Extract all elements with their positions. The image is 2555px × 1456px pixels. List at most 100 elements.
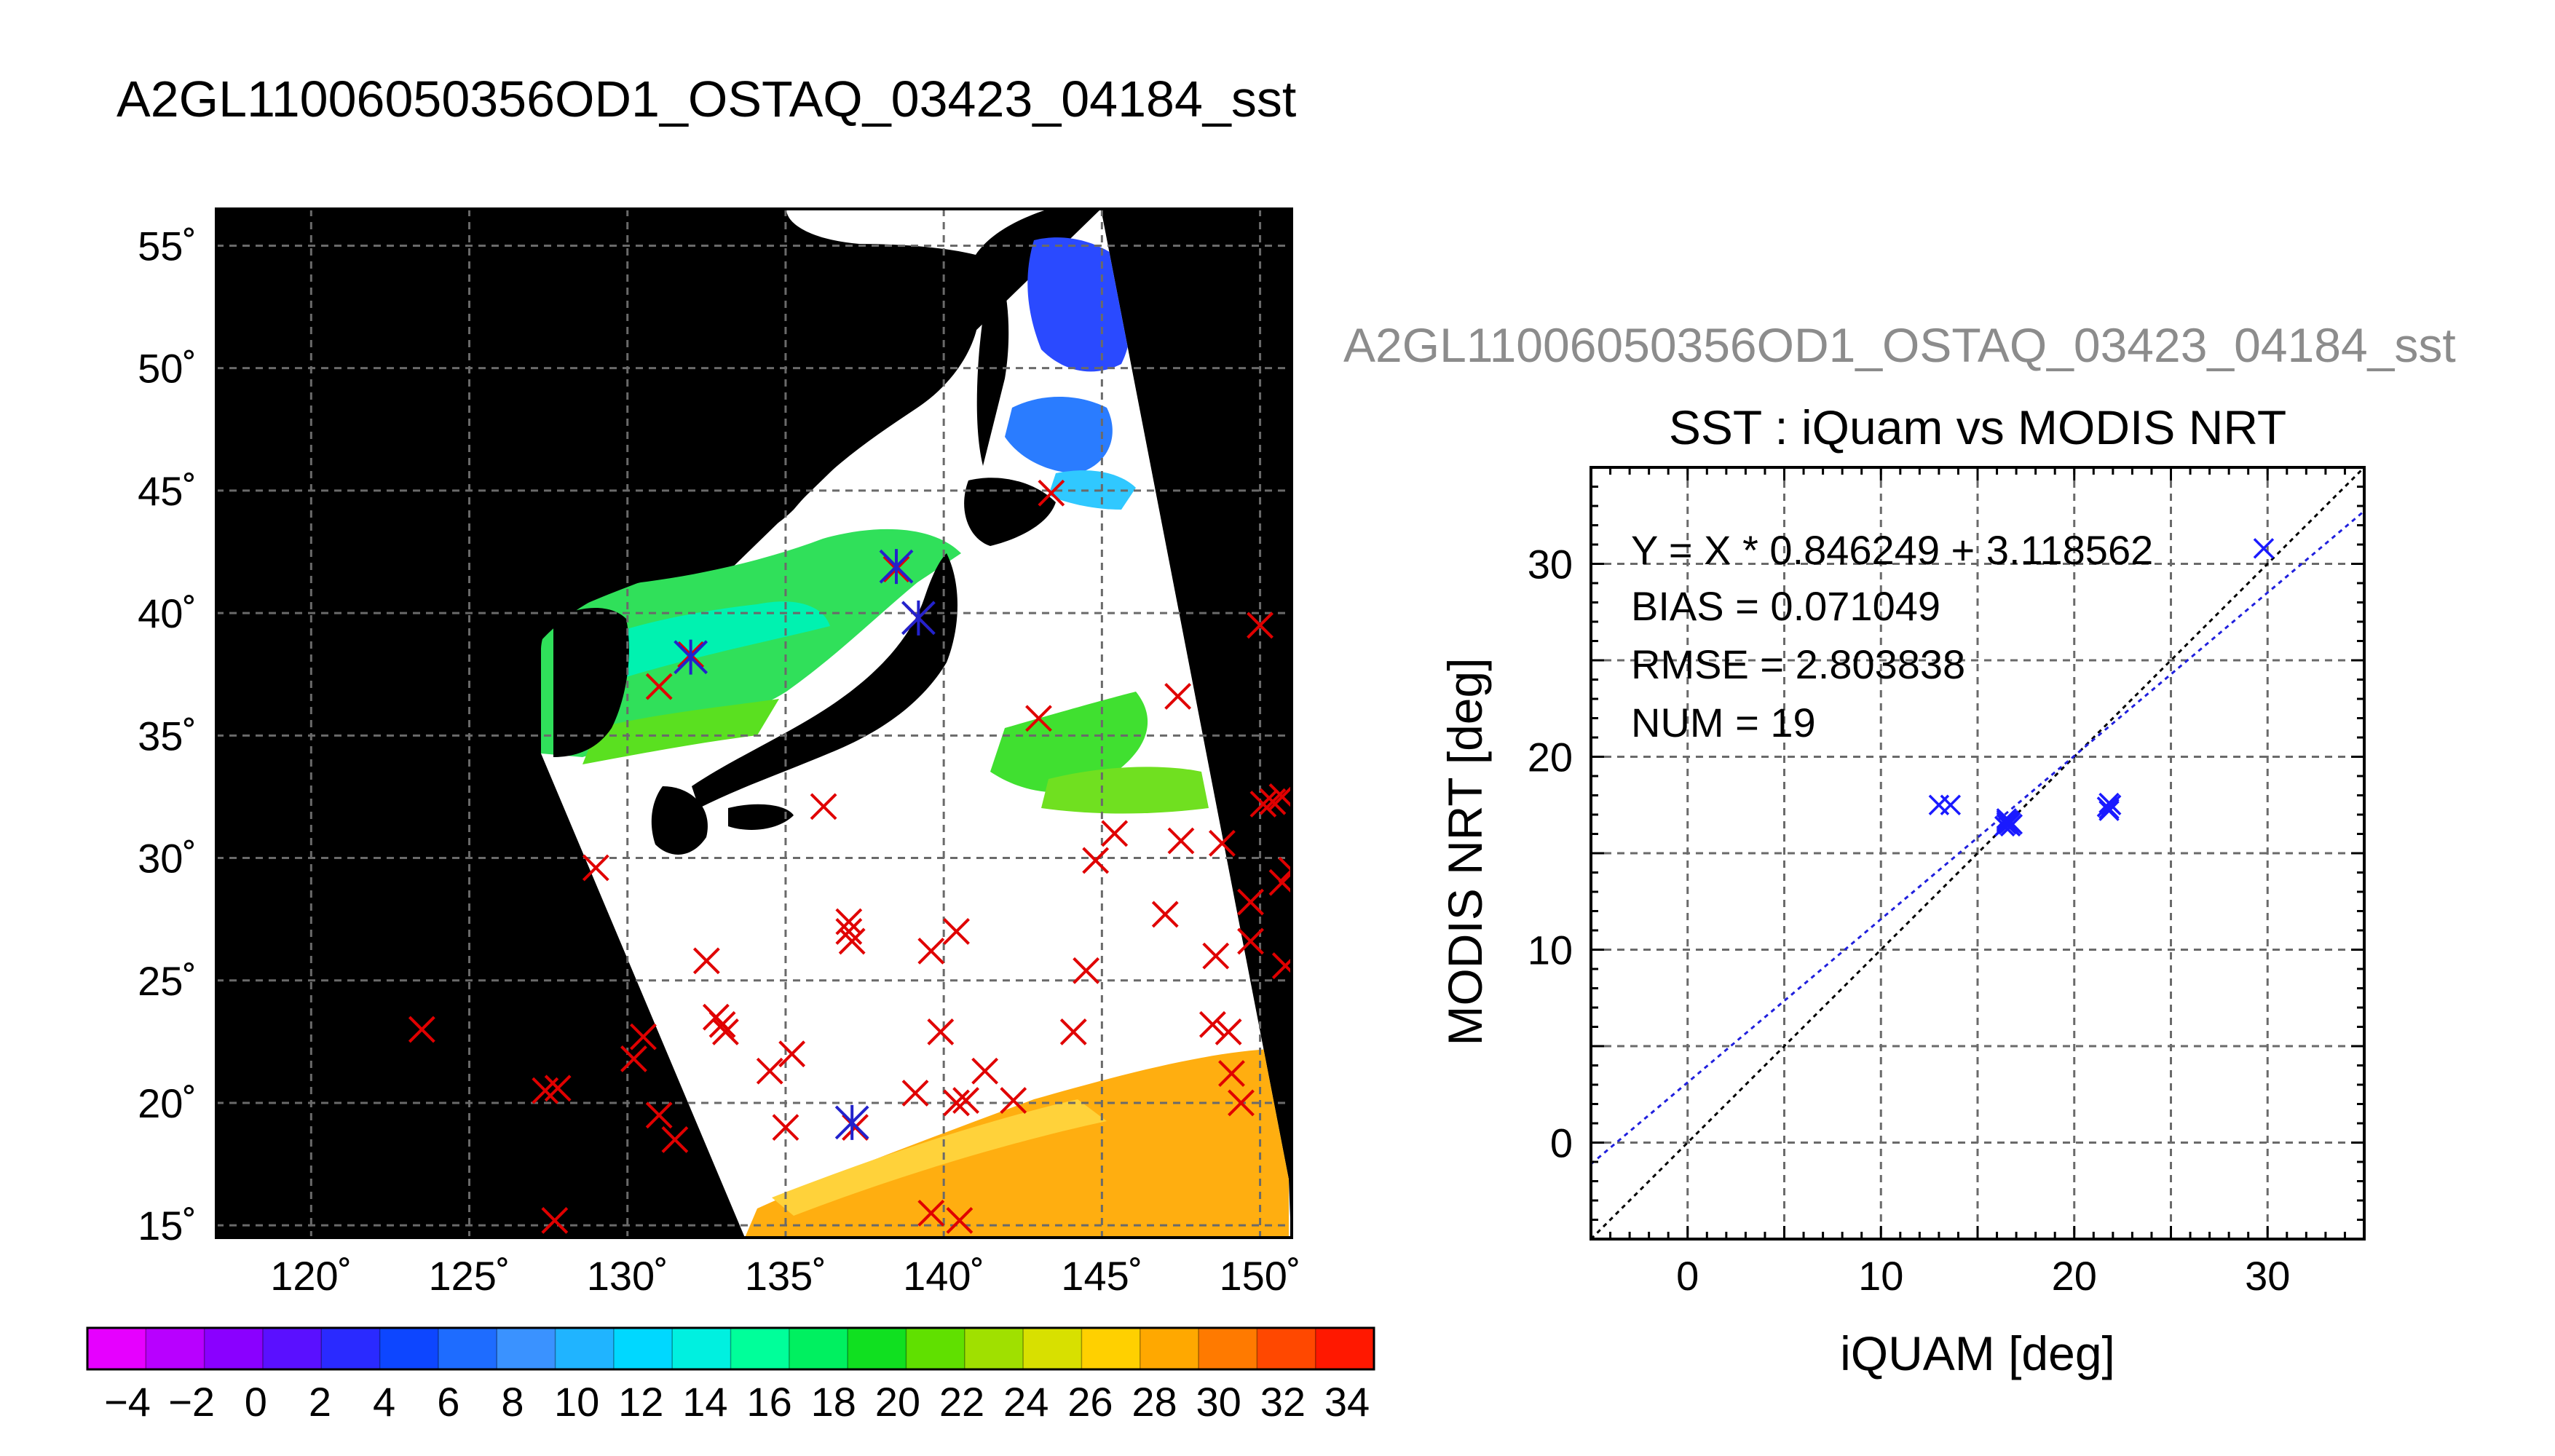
map-longitude-label: 145˚ — [1061, 1253, 1142, 1299]
colorbar-label: 26 — [1067, 1379, 1113, 1425]
sst-map: 15˚ 20˚ 25˚ 30˚ 35˚ 40˚ 45˚ 50˚ 55˚ 120˚ 125˚ 130˚… — [138, 207, 1301, 1299]
colorbar-cells — [87, 1328, 1375, 1369]
map-longitude-label: 130˚ — [587, 1253, 668, 1299]
map-match-marker — [1259, 788, 1287, 815]
map-match-marker — [661, 1126, 689, 1153]
map-latitude-labels: 15˚ 20˚ 25˚ 30˚ 35˚ 40˚ 45˚ 50˚ 55˚ — [138, 223, 197, 1249]
scatter-y-tick-label: 30 — [1528, 542, 1573, 587]
scatter-x-axis-label: iQUAM [deg] — [1840, 1326, 2115, 1380]
map-frame — [215, 207, 1293, 1239]
map-match-marker — [1218, 1060, 1245, 1088]
scatter-x-tick-label: 30 — [2245, 1253, 2290, 1299]
colorbar-cell — [964, 1328, 1024, 1369]
colorbar-label: 0 — [245, 1379, 267, 1425]
colorbar-cell — [1081, 1328, 1141, 1369]
colorbar-cell — [730, 1328, 790, 1369]
warm-sst-band — [745, 1048, 1289, 1238]
map-latitude-label: 20˚ — [138, 1080, 197, 1126]
scatter-point — [1996, 812, 2018, 833]
scatter-y-tick-label: 20 — [1528, 735, 1573, 780]
map-match-marker — [711, 1018, 739, 1045]
colorbar-cell — [87, 1328, 146, 1369]
colorbar-label: 16 — [746, 1379, 791, 1425]
colorbar-cell — [613, 1328, 673, 1369]
map-match-marker — [917, 1199, 945, 1227]
scatter-y-tick-labels: 0 10 20 30 — [1528, 542, 1573, 1166]
map-match-marker — [943, 1089, 970, 1117]
scatter-point — [2098, 800, 2120, 821]
colorbar-frame — [86, 1326, 1375, 1371]
sakhalin — [976, 262, 1009, 466]
scatter-y-tick-label: 10 — [1528, 927, 1573, 973]
map-latitude-label: 30˚ — [138, 836, 197, 882]
map-match-marker — [541, 1207, 569, 1234]
scatter-y-axis-label: MODIS NRT [deg] — [1438, 657, 1492, 1045]
annotation-num: NUM = 19 — [1631, 700, 1816, 745]
map-match-marker — [772, 1114, 799, 1142]
warm-sst-band-highlight — [772, 1099, 1107, 1216]
map-match-marker — [1215, 1018, 1242, 1045]
map-latitude-label: 40˚ — [138, 590, 197, 636]
colorbar-cell — [1140, 1328, 1199, 1369]
colorbar-cell — [906, 1328, 965, 1369]
scatter-title: SST : iQuam vs MODIS NRT — [1669, 400, 2286, 454]
okhotsk-cloud — [786, 209, 1049, 255]
map-match-marker — [645, 1101, 673, 1129]
scatter-y-tick-label: 0 — [1550, 1120, 1573, 1166]
scatter-x-tick-label: 10 — [1858, 1253, 1903, 1299]
colorbar-labels: −4 −2 0 2 4 6 8 10 12 14 16 18 20 22 24 26 28 30 32 34 — [104, 1379, 1370, 1425]
map-match-marker — [1237, 888, 1264, 916]
map-match-marker — [1237, 927, 1264, 955]
map-match-marker — [408, 1016, 435, 1043]
annotation-regression: Y = X * 0.846249 + 3.118562 — [1631, 527, 2153, 573]
map-match-marker — [1164, 683, 1192, 710]
map-match-marker — [835, 918, 863, 945]
map-match-marker — [1167, 827, 1195, 855]
map-longitude-label: 150˚ — [1220, 1253, 1301, 1299]
map-match-marker — [971, 1057, 999, 1085]
colorbar-label: 4 — [373, 1379, 395, 1425]
map-latitude-label: 50˚ — [138, 346, 197, 392]
colorbar-cell — [438, 1328, 497, 1369]
scatter-minor-ticks — [1590, 466, 2366, 1241]
colorbar-label: 32 — [1260, 1379, 1306, 1425]
map-match-marker — [620, 1045, 647, 1072]
colorbar-label: 2 — [309, 1379, 331, 1425]
map-match-marker — [1247, 612, 1273, 639]
colorbar: −4 −2 0 2 4 6 8 10 12 14 16 18 20 22 24 26 28 30 32 34 — [86, 1326, 1375, 1425]
map-latitude-label: 55˚ — [138, 223, 197, 269]
map-match-marker — [1059, 1018, 1087, 1045]
map-latitude-label: 45˚ — [138, 468, 197, 514]
map-match-marker — [917, 937, 945, 965]
map-match-marker — [1073, 957, 1100, 984]
map-match-marker — [692, 947, 720, 975]
map-match-marker — [1228, 1089, 1255, 1117]
pacific-sst-patch-1 — [990, 692, 1148, 793]
map-match-marker — [943, 918, 970, 945]
colorbar-label: 20 — [875, 1379, 920, 1425]
pacific-sst-patch-2 — [1041, 767, 1209, 814]
sea-of-japan-warm-patch — [583, 699, 779, 764]
map-match-marker — [778, 1040, 806, 1068]
colorbar-cell — [1023, 1328, 1082, 1369]
colorbar-label: 10 — [554, 1379, 599, 1425]
scatter-point — [2253, 538, 2275, 559]
colorbar-label: 6 — [437, 1379, 459, 1425]
map-match-marker — [1249, 791, 1277, 818]
map-match-marker — [1202, 942, 1230, 970]
honshu — [692, 553, 957, 808]
korean-peninsula — [553, 608, 629, 757]
colorbar-cell — [321, 1328, 381, 1369]
map-match-marker — [1209, 829, 1236, 857]
colorbar-cell — [262, 1328, 322, 1369]
scatter-x-tick-label: 20 — [2052, 1253, 2097, 1299]
one-to-one-line — [1591, 467, 2364, 1239]
colorbar-cell — [146, 1328, 205, 1369]
map-match-marker — [952, 1087, 979, 1115]
map-overlay-marker — [879, 549, 914, 585]
map-match-marker — [1271, 952, 1292, 979]
map-markers — [408, 479, 1292, 1234]
colorbar-cell — [555, 1328, 615, 1369]
map-latitude-label: 15˚ — [138, 1203, 197, 1249]
